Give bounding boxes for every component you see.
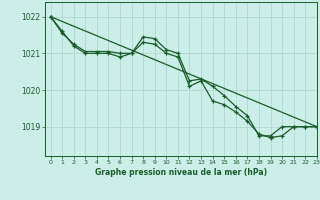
X-axis label: Graphe pression niveau de la mer (hPa): Graphe pression niveau de la mer (hPa) [95,168,267,177]
